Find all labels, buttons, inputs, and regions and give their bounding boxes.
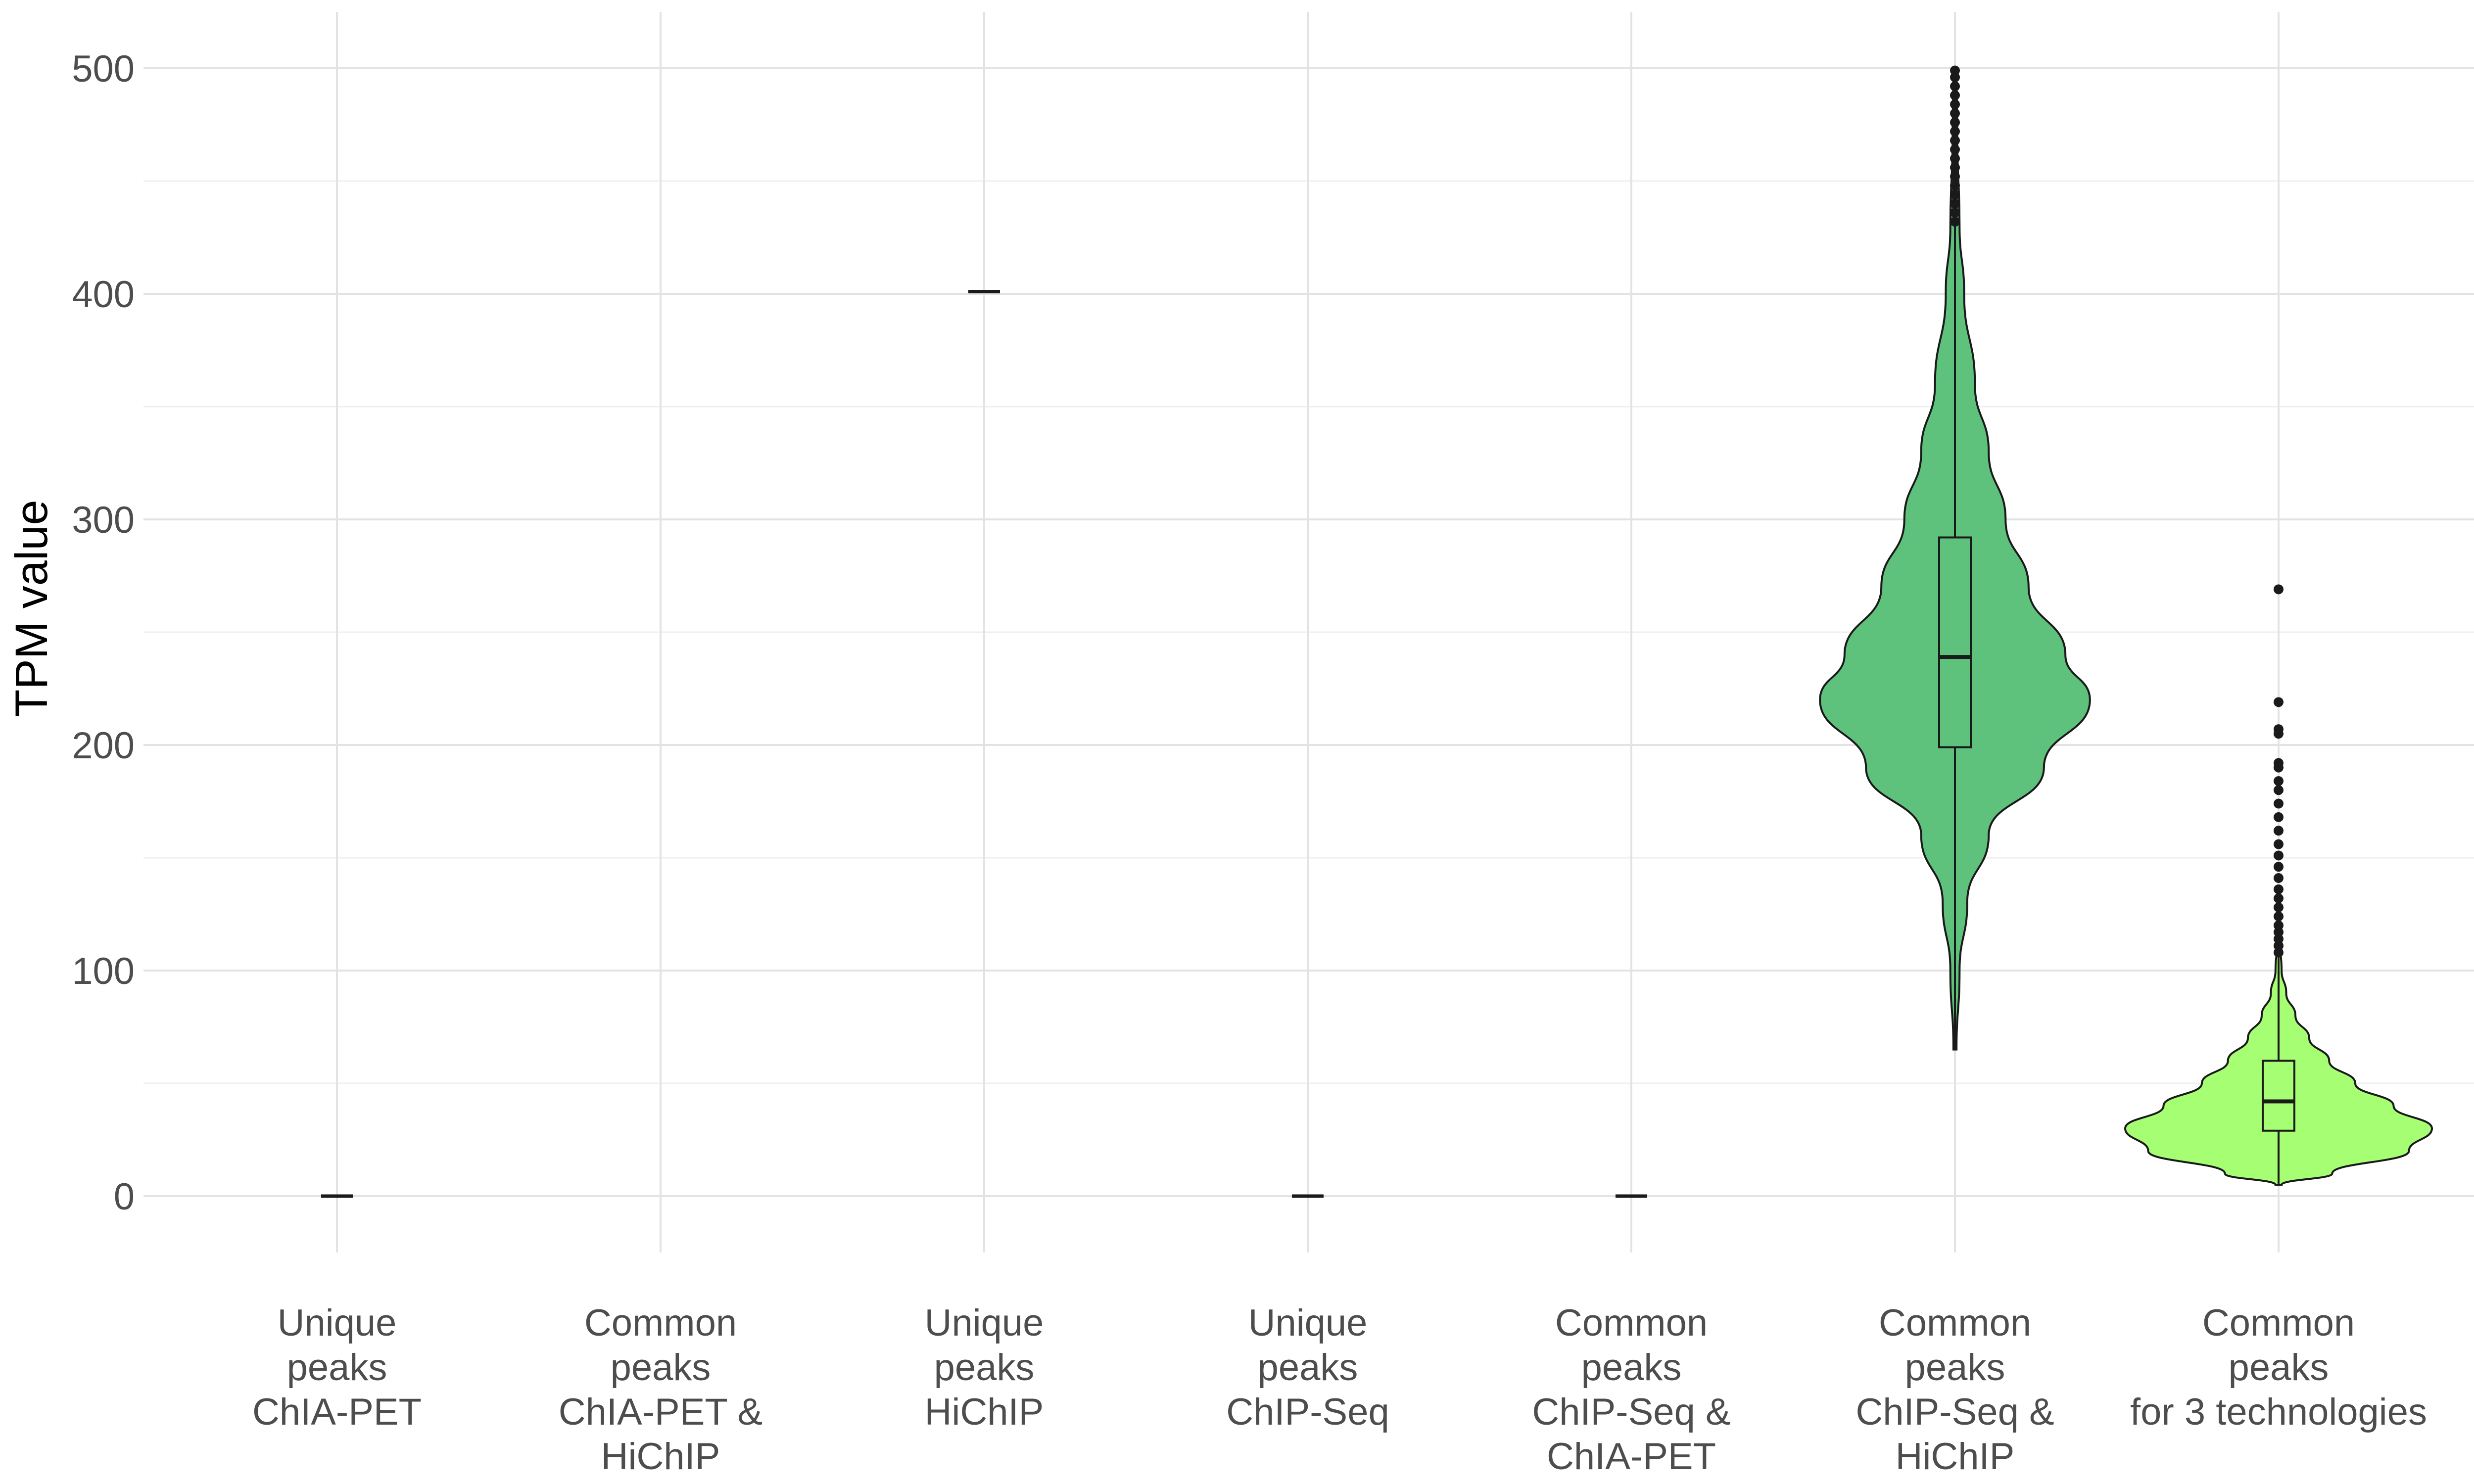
outlier-point bbox=[2274, 911, 2284, 922]
x-tick-label: peaks bbox=[1258, 1346, 1358, 1389]
x-tick-label: Unique bbox=[278, 1302, 397, 1344]
outlier-point bbox=[2274, 776, 2284, 786]
outlier-point bbox=[1950, 189, 1960, 200]
outlier-point bbox=[2274, 798, 2284, 809]
outlier-point bbox=[1950, 162, 1960, 173]
y-tick-label: 0 bbox=[114, 1176, 135, 1218]
outlier-point bbox=[2274, 850, 2284, 861]
outlier-point bbox=[2274, 940, 2284, 951]
x-tick-label: ChIA-PET & bbox=[559, 1391, 763, 1433]
x-tick-label: peaks bbox=[934, 1346, 1035, 1389]
outlier-point bbox=[2274, 724, 2284, 735]
x-tick-label: ChIP-Seq & bbox=[1856, 1391, 2054, 1433]
outlier-point bbox=[1950, 65, 1960, 76]
outlier-point bbox=[2274, 893, 2284, 904]
y-tick-label: 500 bbox=[72, 48, 135, 90]
y-tick-label: 100 bbox=[72, 950, 135, 992]
x-tick-label: ChIA-PET bbox=[252, 1391, 422, 1433]
y-axis-title: TPM value bbox=[6, 500, 57, 717]
x-tick-label: HiChIP bbox=[925, 1391, 1044, 1433]
box bbox=[1938, 536, 1972, 748]
outlier-point bbox=[2274, 758, 2284, 768]
outlier-point bbox=[1950, 135, 1960, 145]
outlier-point bbox=[2274, 873, 2284, 883]
outlier-point bbox=[2274, 902, 2284, 913]
outlier-point bbox=[1950, 72, 1960, 83]
y-tick-label: 300 bbox=[72, 499, 135, 541]
x-tick-label: ChIP-Seq & bbox=[1532, 1391, 1730, 1433]
outlier-point bbox=[1950, 181, 1960, 191]
outlier-point bbox=[1950, 217, 1960, 227]
outlier-point bbox=[1950, 198, 1960, 209]
outlier-point bbox=[2274, 584, 2284, 595]
outlier-point bbox=[1950, 81, 1960, 92]
outlier-point bbox=[1950, 108, 1960, 119]
x-tick-label: HiChIP bbox=[1896, 1436, 2015, 1478]
outlier-point bbox=[1950, 171, 1960, 182]
box bbox=[2262, 1060, 2295, 1132]
outlier-point bbox=[1950, 90, 1960, 100]
x-tick-label: peaks bbox=[287, 1346, 387, 1389]
y-tick-label: 400 bbox=[72, 274, 135, 316]
plot-marks bbox=[321, 65, 2433, 1198]
outlier-point bbox=[2274, 947, 2284, 958]
x-tick-label: Unique bbox=[925, 1302, 1044, 1344]
outlier-point bbox=[2274, 785, 2284, 795]
outlier-point bbox=[1950, 99, 1960, 109]
grid bbox=[143, 12, 2474, 1252]
x-tick-label: peaks bbox=[1905, 1346, 2005, 1389]
x-tick-label: ChIA-PET bbox=[1547, 1436, 1716, 1478]
x-tick-label: Unique bbox=[1248, 1302, 1368, 1344]
outlier-point bbox=[2274, 697, 2284, 707]
x-tick-label: for 3 technologies bbox=[2130, 1391, 2427, 1433]
outlier-point bbox=[1950, 207, 1960, 218]
outlier-point bbox=[1950, 153, 1960, 164]
x-tick-label: Common bbox=[2202, 1302, 2355, 1344]
x-tick-label: Common bbox=[1555, 1302, 1708, 1344]
outlier-point bbox=[1950, 126, 1960, 137]
outlier-point bbox=[1950, 117, 1960, 128]
x-tick-label: peaks bbox=[611, 1346, 711, 1389]
outlier-point bbox=[2274, 884, 2284, 894]
x-tick-label: peaks bbox=[1581, 1346, 1682, 1389]
y-tick-label: 200 bbox=[72, 725, 135, 767]
outlier-point bbox=[2274, 920, 2284, 930]
x-tick-label: Common bbox=[584, 1302, 737, 1344]
x-tick-label: HiChIP bbox=[601, 1436, 720, 1478]
outlier-point bbox=[1950, 144, 1960, 155]
outlier-point bbox=[2274, 812, 2284, 822]
outlier-point bbox=[2274, 934, 2284, 944]
outlier-point bbox=[2274, 826, 2284, 836]
outlier-point bbox=[2274, 862, 2284, 872]
outlier-point bbox=[2274, 927, 2284, 937]
x-tick-label: Common bbox=[1879, 1302, 2031, 1344]
y-axis-ticks: 0 100 200 300 400 500 bbox=[72, 48, 135, 1218]
outlier-point bbox=[2274, 839, 2284, 849]
x-tick-label: ChIP-Seq bbox=[1226, 1391, 1389, 1433]
x-tick-label: peaks bbox=[2229, 1346, 2329, 1389]
